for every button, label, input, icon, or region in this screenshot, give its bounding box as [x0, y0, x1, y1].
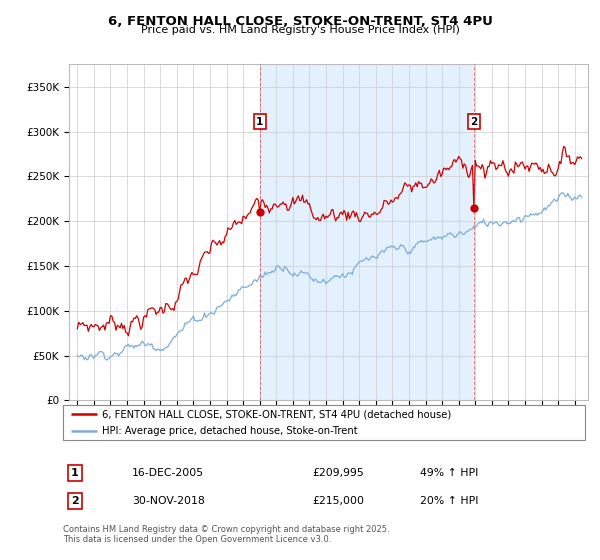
Text: 16-DEC-2005: 16-DEC-2005 [132, 468, 204, 478]
Text: £209,995: £209,995 [312, 468, 364, 478]
Text: 1: 1 [256, 116, 263, 127]
Bar [260, 64, 474, 400]
FancyBboxPatch shape [63, 405, 585, 440]
Text: 2: 2 [470, 116, 478, 127]
Text: HPI: Average price, detached house, Stoke-on-Trent: HPI: Average price, detached house, Stok… [102, 426, 358, 436]
Text: Price paid vs. HM Land Registry's House Price Index (HPI): Price paid vs. HM Land Registry's House … [140, 25, 460, 35]
Text: 6, FENTON HALL CLOSE, STOKE-ON-TRENT, ST4 4PU: 6, FENTON HALL CLOSE, STOKE-ON-TRENT, ST… [107, 15, 493, 28]
Text: 2: 2 [71, 496, 79, 506]
Text: £215,000: £215,000 [312, 496, 364, 506]
Text: 20% ↑ HPI: 20% ↑ HPI [420, 496, 479, 506]
Text: 30-NOV-2018: 30-NOV-2018 [132, 496, 205, 506]
Text: 6, FENTON HALL CLOSE, STOKE-ON-TRENT, ST4 4PU (detached house): 6, FENTON HALL CLOSE, STOKE-ON-TRENT, ST… [102, 409, 451, 419]
Text: 49% ↑ HPI: 49% ↑ HPI [420, 468, 478, 478]
Text: 1: 1 [71, 468, 79, 478]
Text: Contains HM Land Registry data © Crown copyright and database right 2025.
This d: Contains HM Land Registry data © Crown c… [63, 525, 389, 544]
